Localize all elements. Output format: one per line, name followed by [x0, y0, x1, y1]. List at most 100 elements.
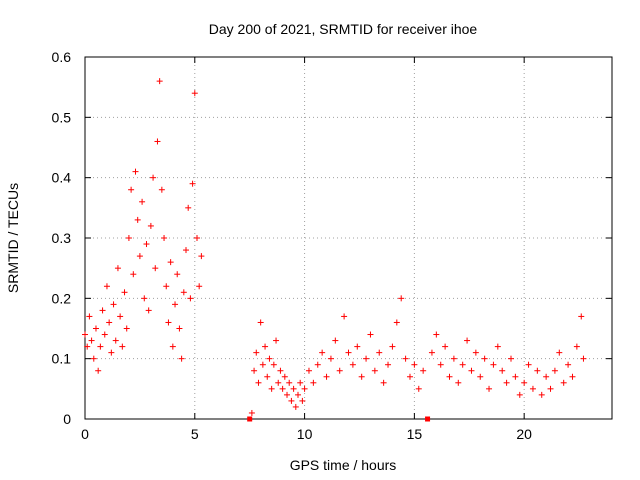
data-point: [578, 313, 585, 320]
data-point: [450, 355, 457, 362]
data-point: [158, 186, 165, 193]
data-point: [125, 235, 132, 241]
data-point: [319, 349, 326, 356]
data-point: [569, 373, 576, 380]
data-point: [455, 379, 462, 386]
data-point: [499, 367, 506, 374]
data-point: [97, 343, 104, 350]
x-tick-label: 0: [81, 426, 89, 442]
data-point: [172, 301, 179, 308]
data-point: [141, 295, 148, 302]
data-point: [262, 343, 269, 350]
data-point: [132, 168, 139, 175]
data-point: [257, 319, 264, 326]
data-point: [349, 361, 356, 368]
data-point: [442, 343, 449, 350]
data-point: [259, 361, 266, 368]
y-tick-label: 0.5: [52, 109, 72, 125]
data-point: [299, 397, 306, 404]
data-point: [551, 367, 558, 374]
data-point: [288, 397, 295, 404]
data-point: [92, 325, 99, 332]
data-point: [538, 391, 545, 398]
data-point: [187, 295, 194, 302]
y-tick-label: 0.3: [52, 230, 72, 246]
data-point: [310, 379, 317, 386]
data-point: [139, 198, 146, 205]
data-point: [114, 265, 121, 272]
data-point: [428, 349, 435, 356]
data-point: [156, 78, 163, 85]
data-point: [512, 373, 519, 380]
data-point: [573, 343, 580, 350]
data-point: [481, 355, 488, 362]
y-tick-label: 0.6: [52, 49, 72, 65]
data-point: [521, 379, 528, 386]
data-point: [358, 373, 365, 380]
data-point: [420, 367, 427, 374]
data-point: [294, 391, 301, 398]
data-point: [446, 373, 453, 380]
data-point: [268, 385, 275, 392]
data-point: [108, 349, 115, 356]
data-point: [468, 367, 475, 374]
y-tick-label: 0.2: [52, 290, 72, 306]
data-point: [534, 367, 541, 374]
data-point: [459, 361, 466, 368]
data-point: [275, 379, 282, 386]
data-point: [279, 385, 286, 392]
data-point: [248, 409, 255, 416]
data-point: [376, 349, 383, 356]
data-point: [84, 343, 91, 350]
data-point: [247, 416, 253, 422]
data-point: [270, 361, 277, 368]
data-point: [543, 373, 550, 380]
data-point: [516, 391, 523, 398]
data-point: [106, 319, 113, 326]
data-point: [314, 361, 321, 368]
data-point: [503, 379, 510, 386]
x-tick-label: 10: [297, 426, 313, 442]
data-point: [406, 373, 413, 380]
data-point: [183, 247, 190, 254]
data-point: [191, 90, 198, 97]
data-point: [389, 343, 396, 350]
data-point: [101, 331, 108, 338]
data-point: [255, 379, 262, 386]
data-point: [147, 222, 154, 229]
data-point: [185, 204, 192, 211]
data-point: [425, 416, 431, 422]
data-point: [367, 331, 374, 338]
data-point: [143, 241, 150, 248]
data-point: [290, 385, 297, 392]
data-point: [253, 349, 260, 356]
data-point: [112, 337, 119, 344]
data-point: [393, 319, 400, 326]
data-point: [123, 325, 130, 332]
data-point: [464, 337, 471, 344]
data-point: [560, 379, 567, 386]
data-point: [371, 367, 378, 374]
data-point: [180, 289, 187, 296]
data-point: [169, 343, 176, 350]
data-point: [152, 265, 159, 272]
data-point: [281, 373, 288, 380]
data-point: [189, 180, 196, 187]
data-point: [336, 367, 343, 374]
x-tick-label: 20: [516, 426, 532, 442]
data-point: [163, 283, 170, 290]
data-point: [273, 337, 280, 344]
data-point: [292, 403, 299, 410]
data-point: [472, 349, 479, 356]
data-point: [174, 271, 181, 278]
x-axis-label: GPS time / hours: [290, 457, 397, 473]
data-point: [266, 355, 273, 362]
data-point: [128, 186, 135, 193]
data-point: [121, 289, 128, 296]
data-point: [117, 313, 124, 320]
data-point: [332, 337, 339, 344]
data-point: [547, 385, 554, 392]
ticks: 0 5 10 15 20 0 0.1 0.2 0.3 0.4 0.5 0.6: [52, 49, 612, 442]
data-point: [305, 367, 312, 374]
y-axis-label: SRMTID / TECUs: [5, 183, 21, 293]
